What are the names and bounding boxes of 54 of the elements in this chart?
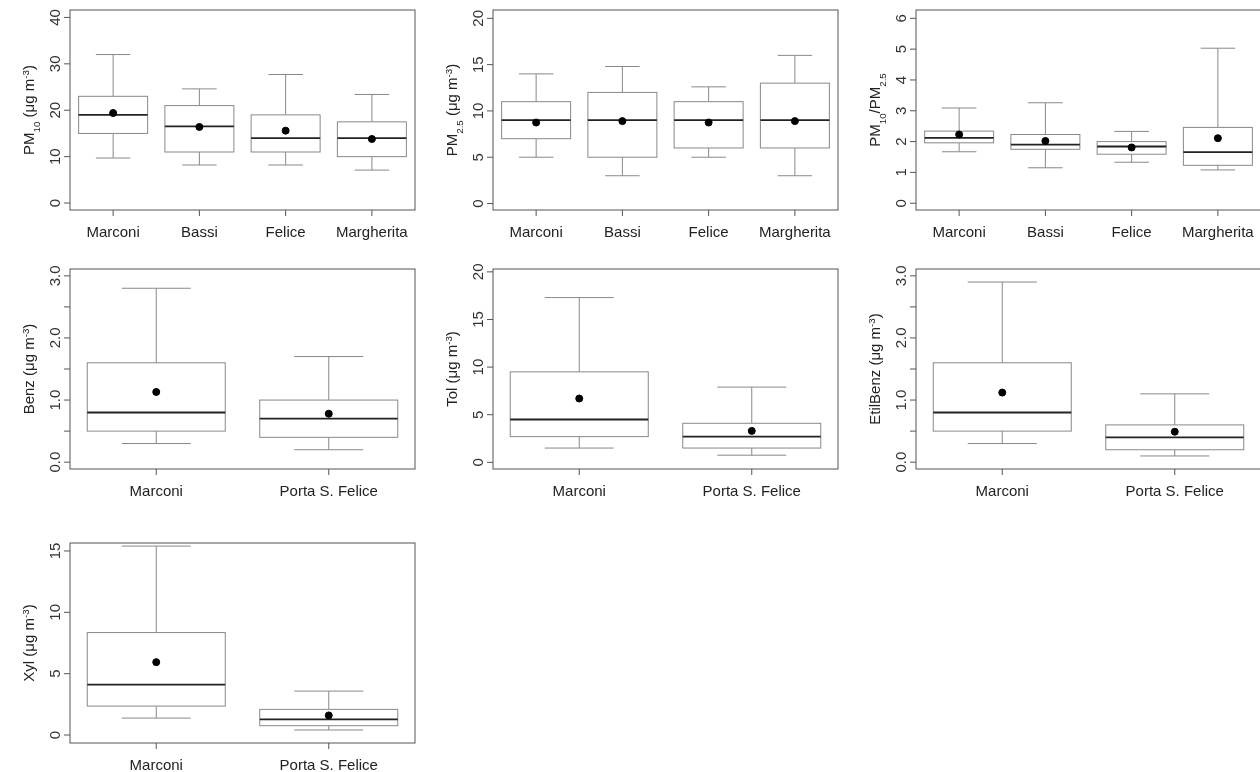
x-tick-label: Marconi (509, 223, 563, 240)
y-tick-label: 1.0 (46, 389, 63, 411)
x-tick-label: Marconi (552, 482, 606, 499)
y-tick-label: 15 (46, 542, 63, 560)
y-tick-label: 5 (469, 410, 486, 419)
y-tick-label: 0 (469, 199, 486, 208)
x-tick-label: Porta S. Felice (702, 482, 801, 499)
x-tick-label: Porta S. Felice (279, 482, 378, 499)
y-tick-label: 1.0 (892, 389, 909, 411)
x-tick-label: Porta S. Felice (279, 756, 378, 772)
x-tick-label: Marconi (86, 223, 140, 240)
x-tick-label: Marconi (129, 482, 183, 499)
y-tick-label: 4 (892, 75, 909, 85)
y-tick-label: 5 (469, 153, 486, 162)
y-tick-label: 0 (46, 198, 63, 208)
x-tick-label: Margherita (759, 223, 832, 240)
y-tick-label: 20 (46, 101, 63, 119)
x-tick-label: Marconi (932, 223, 986, 240)
y-tick-label: 2.0 (892, 327, 909, 349)
x-tick-label: Felice (265, 223, 306, 240)
y-tick-label: 0 (469, 458, 486, 467)
y-tick-label: 20 (469, 9, 486, 27)
y-tick-label: 2 (892, 137, 909, 146)
y-tick-label: 10 (469, 358, 486, 376)
y-tick-label: 5 (46, 669, 63, 678)
y-tick-label: 10 (469, 102, 486, 120)
y-tick-label: 20 (469, 263, 486, 281)
x-tick-label: Felice (1111, 223, 1152, 240)
y-tick-label: 2.0 (46, 327, 63, 349)
y-tick-label: 0.0 (892, 451, 909, 473)
x-tick-label: Porta S. Felice (1125, 482, 1224, 499)
y-tick-label: 10 (46, 148, 63, 165)
y-tick-label: 0 (46, 730, 63, 740)
y-tick-label: 6 (892, 14, 909, 23)
y-tick-label: 5 (892, 44, 909, 54)
y-tick-label: 40 (46, 9, 63, 26)
y-tick-label: 0.0 (46, 451, 63, 473)
x-tick-label: Bassi (1027, 223, 1064, 240)
x-tick-label: Marconi (129, 756, 183, 772)
x-tick-label: Bassi (181, 223, 218, 240)
y-tick-label: 30 (46, 55, 63, 73)
y-tick-label: 10 (46, 603, 63, 621)
y-tick-label: 3 (892, 106, 909, 115)
y-tick-label: 3.0 (892, 265, 909, 287)
x-tick-label: Bassi (604, 223, 641, 240)
y-tick-label: 0 (892, 199, 909, 208)
x-tick-label: Felice (688, 223, 729, 240)
x-tick-label: Margherita (336, 223, 409, 240)
x-tick-label: Margherita (1182, 223, 1255, 240)
y-tick-label: 3.0 (46, 265, 63, 287)
y-tick-label: 15 (469, 311, 486, 328)
y-tick-label: 15 (469, 56, 486, 73)
y-tick-label: 1 (892, 168, 909, 177)
x-tick-label: Marconi (975, 482, 1029, 499)
